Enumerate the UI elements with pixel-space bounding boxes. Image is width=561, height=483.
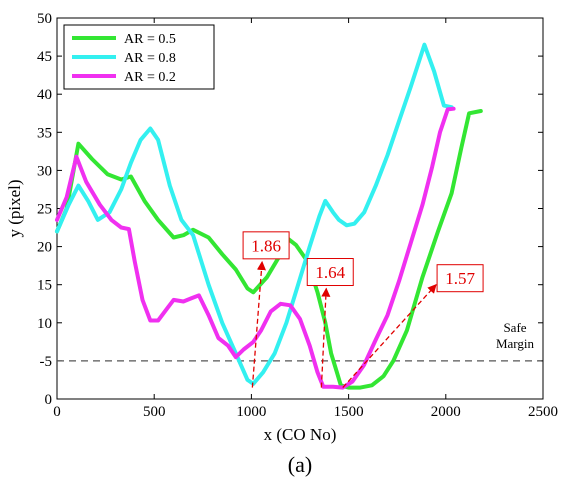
annotation-arrow bbox=[251, 260, 266, 388]
panel-label: (a) bbox=[288, 452, 312, 477]
annotations: 1.86 1.64 1.57 bbox=[242, 231, 484, 389]
y-tick-label: -5 bbox=[40, 354, 53, 370]
x-tick-label: 2500 bbox=[528, 404, 558, 420]
y-axis-title: y (pixel) bbox=[5, 179, 24, 237]
y-tick-label: 40 bbox=[37, 87, 52, 103]
y-tick-label: 35 bbox=[37, 125, 52, 141]
x-tick-label: 500 bbox=[143, 404, 166, 420]
x-tick-label: 1000 bbox=[236, 404, 266, 420]
x-tick-label: 1500 bbox=[334, 404, 364, 420]
annotation-label: 1.64 bbox=[315, 263, 345, 282]
y-tick-label: 25 bbox=[37, 202, 52, 218]
legend-label: AR = 0.5 bbox=[124, 32, 176, 47]
x-axis-title: x (CO No) bbox=[264, 425, 337, 444]
safe-margin-line: Safe Margin bbox=[57, 320, 541, 362]
annotation-label: 1.57 bbox=[445, 269, 475, 288]
annotation-arrow bbox=[320, 287, 331, 388]
y-tick-label: 0 bbox=[45, 392, 53, 408]
legend: AR = 0.5 AR = 0.8 AR = 0.2 bbox=[63, 24, 215, 90]
annotation-label: 1.86 bbox=[251, 236, 281, 255]
legend-label: AR = 0.2 bbox=[124, 70, 176, 85]
y-tick-label: 20 bbox=[37, 240, 52, 256]
series-line-1 bbox=[55, 42, 454, 386]
safe-margin-label: Safe Margin bbox=[496, 320, 535, 351]
tick-labels: 0 500 1000 1500 2000 2500 0 -5 10 15 20 25 30 35 40 45 5… bbox=[37, 11, 558, 420]
x-tick-label: 2000 bbox=[431, 404, 461, 420]
y-tick-label: 45 bbox=[37, 49, 52, 65]
series-line-2 bbox=[55, 106, 456, 390]
legend-label: AR = 0.8 bbox=[124, 51, 176, 66]
x-tick-label: 0 bbox=[53, 404, 61, 420]
annotation-box bbox=[436, 264, 484, 293]
y-tick-label: 15 bbox=[37, 278, 52, 294]
annotation-arrow bbox=[342, 284, 437, 389]
axes bbox=[56, 17, 544, 400]
y-tick-label: 50 bbox=[37, 11, 52, 27]
y-tick-label: 30 bbox=[37, 163, 52, 179]
series-lines bbox=[55, 42, 483, 390]
y-tick-label: 10 bbox=[37, 316, 52, 332]
annotation-box bbox=[242, 231, 290, 260]
annotation-box bbox=[306, 258, 354, 287]
